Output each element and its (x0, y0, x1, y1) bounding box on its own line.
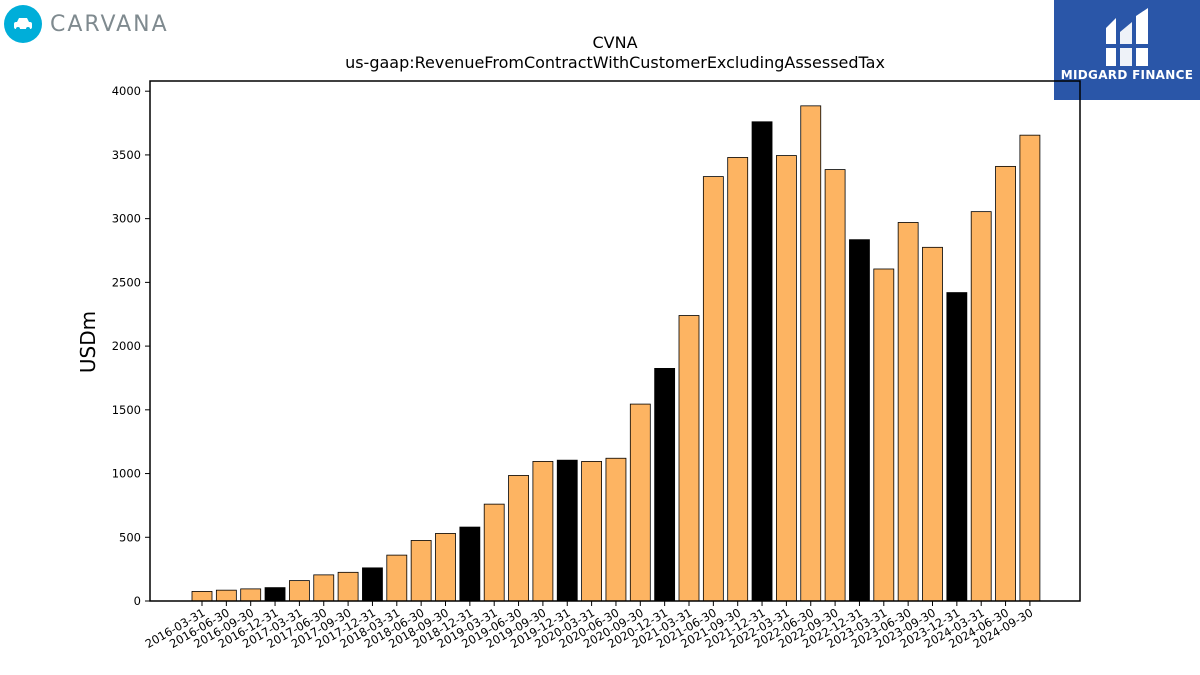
bar-2021-06-30 (702, 176, 724, 602)
y-tick-label: 3500 (112, 148, 141, 162)
bar-2021-12-31 (751, 121, 773, 602)
bar-2019-03-31 (483, 503, 505, 602)
bar-2016-12-31 (264, 587, 286, 602)
bar-2016-09-30 (240, 588, 262, 602)
bar-2020-12-31 (654, 367, 676, 602)
x-axis: 2016-03-312016-06-302016-09-302016-12-31… (143, 601, 1035, 651)
bar-2020-03-31 (581, 461, 602, 602)
carvana-logo: CARVANA (4, 4, 169, 44)
bar-2024-09-30 (1019, 134, 1041, 602)
bar-2022-03-31 (776, 155, 797, 602)
y-tick-label: 0 (134, 594, 141, 608)
bar-2019-12-31 (556, 459, 578, 602)
y-tick-label: 1500 (112, 403, 141, 417)
bar-2019-06-30 (508, 475, 529, 602)
midgard-finance-logo: MIDGARD FINANCE (1054, 0, 1200, 100)
bar-2023-06-30 (897, 222, 919, 602)
bar-2018-09-30 (435, 533, 456, 602)
y-tick-label: 2000 (112, 339, 141, 353)
bar-2018-12-31 (459, 526, 481, 602)
bar-2020-09-30 (629, 403, 651, 602)
bar-2017-09-30 (337, 571, 359, 602)
bar-2018-06-30 (410, 540, 432, 602)
midgard-finance-logo-text: MIDGARD FINANCE (1060, 68, 1194, 82)
bar-2017-03-31 (288, 580, 310, 602)
bar-2022-09-30 (824, 169, 846, 602)
y-axis-label: USDm (76, 311, 100, 373)
y-tick-label: 3000 (112, 212, 141, 226)
bar-2024-03-31 (970, 211, 992, 602)
bar-2016-06-30 (215, 589, 237, 602)
bar-series (191, 105, 1041, 602)
bar-2018-03-31 (386, 554, 408, 602)
bar-2023-03-31 (873, 268, 895, 602)
chart-title: CVNA (592, 33, 637, 52)
bar-2017-06-30 (313, 574, 335, 602)
bar-2021-03-31 (678, 315, 700, 602)
y-tick-label: 1000 (112, 467, 141, 481)
bar-2020-06-30 (605, 457, 627, 602)
bar-2021-09-30 (727, 157, 749, 602)
midgard-mark-icon (1102, 8, 1152, 70)
y-tick-label: 500 (119, 530, 141, 544)
y-tick-label: 4000 (112, 84, 141, 98)
bar-2016-03-31 (191, 591, 213, 602)
bar-2017-12-31 (362, 567, 383, 602)
plot-frame (149, 80, 1081, 602)
y-axis: 0 500 1000 1500 2000 2500 3000 3500 4000 (112, 84, 150, 608)
car-icon (4, 5, 42, 43)
bar-2024-06-30 (995, 165, 1016, 602)
carvana-logo-text: CARVANA (50, 11, 169, 37)
chart-subtitle: us-gaap:RevenueFromContractWithCustomerE… (345, 53, 885, 72)
bar-2022-06-30 (800, 105, 822, 602)
y-tick-label: 2500 (112, 275, 141, 289)
bar-2023-12-31 (946, 292, 968, 602)
bar-2023-09-30 (922, 246, 943, 602)
bar-2022-12-31 (849, 239, 870, 602)
bar-2019-09-30 (532, 461, 554, 602)
